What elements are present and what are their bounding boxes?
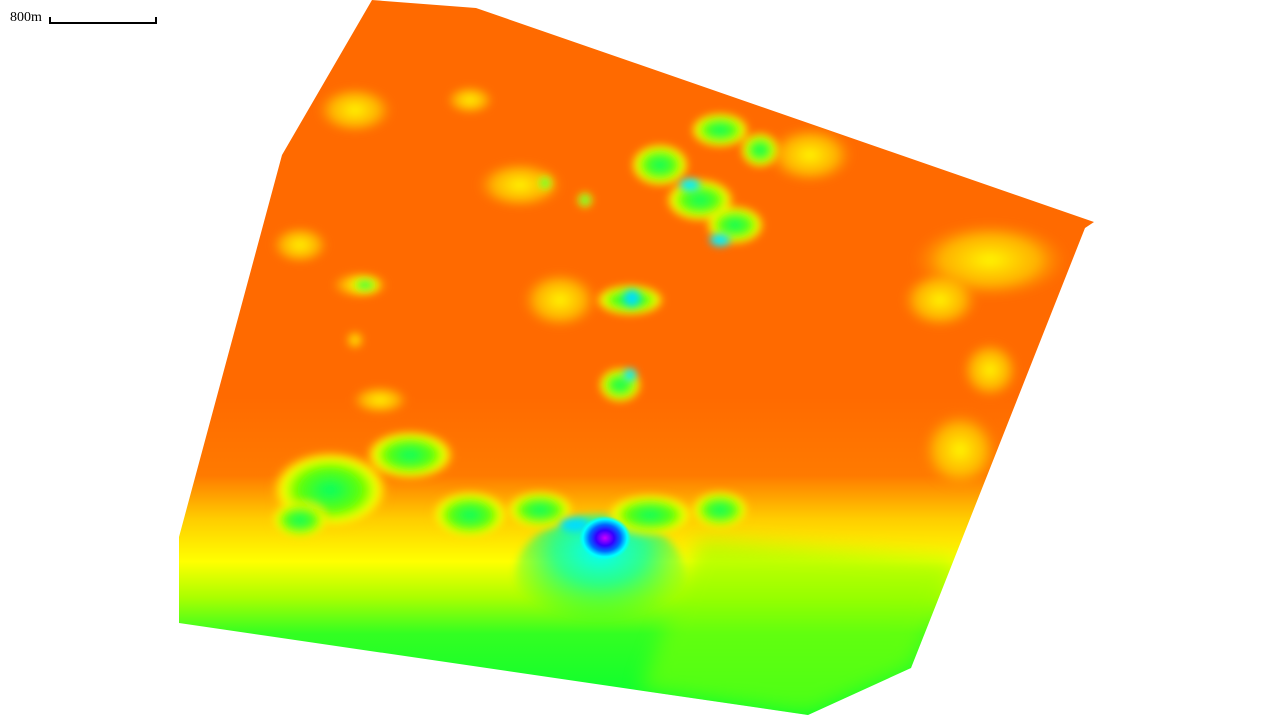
deep-minimum-spot: [579, 516, 631, 560]
scale-bar: [49, 17, 157, 24]
cyan-spots: [560, 179, 730, 532]
lower-green-band: [270, 430, 750, 540]
yellow-patches: [270, 85, 1070, 490]
survey-area: [179, 0, 1094, 715]
scale-label: 800m: [10, 10, 42, 25]
